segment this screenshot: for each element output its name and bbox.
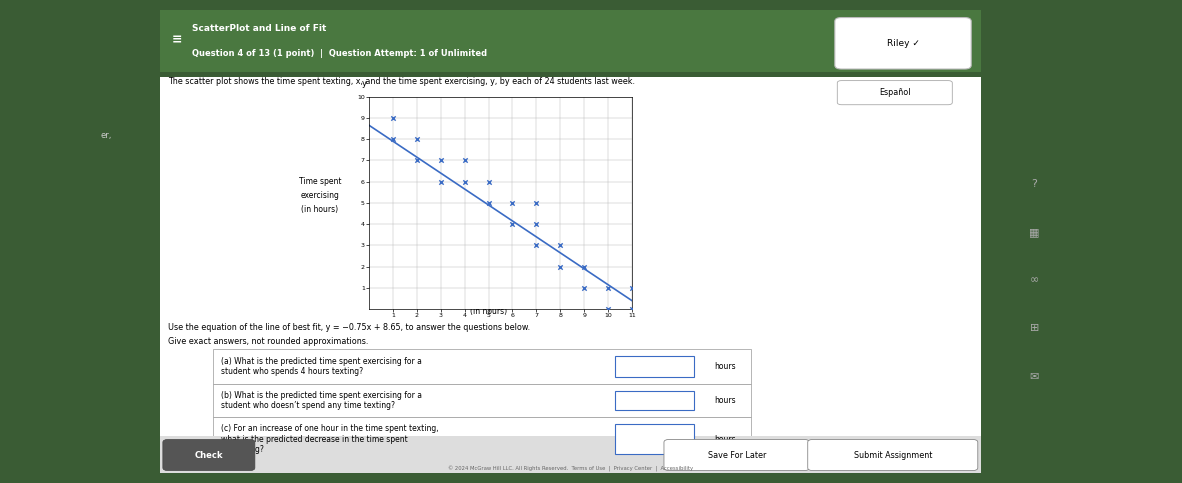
Text: © 2024 McGraw Hill LLC. All Rights Reserved.  Terms of Use  |  Privacy Center  |: © 2024 McGraw Hill LLC. All Rights Reser… bbox=[448, 466, 693, 472]
Text: (a) What is the predicted time spent exercising for a
student who spends 4 hours: (a) What is the predicted time spent exe… bbox=[221, 357, 422, 376]
FancyBboxPatch shape bbox=[807, 440, 978, 470]
Text: ▦: ▦ bbox=[1030, 227, 1039, 237]
Text: Give exact answers, not rounded approximations.: Give exact answers, not rounded approxim… bbox=[168, 337, 368, 346]
Point bbox=[504, 220, 522, 228]
Point bbox=[623, 284, 642, 292]
FancyBboxPatch shape bbox=[616, 391, 694, 410]
Point bbox=[574, 284, 593, 292]
Text: Question 4 of 13 (1 point)  |  Question Attempt: 1 of Unlimited: Question 4 of 13 (1 point) | Question At… bbox=[193, 49, 487, 58]
Text: (c) For an increase of one hour in the time spent texting,
what is the predicted: (c) For an increase of one hour in the t… bbox=[221, 425, 439, 454]
Point bbox=[479, 199, 498, 207]
FancyBboxPatch shape bbox=[837, 81, 953, 105]
Point bbox=[504, 199, 522, 207]
FancyBboxPatch shape bbox=[160, 10, 981, 72]
Point bbox=[574, 263, 593, 270]
FancyBboxPatch shape bbox=[160, 436, 981, 473]
FancyBboxPatch shape bbox=[213, 417, 751, 461]
Text: Check: Check bbox=[195, 451, 223, 460]
Text: y: y bbox=[362, 79, 366, 88]
Text: er,: er, bbox=[100, 131, 112, 140]
Text: ?: ? bbox=[1032, 179, 1037, 188]
Point bbox=[527, 242, 546, 249]
Text: Time spent texting: Time spent texting bbox=[452, 295, 525, 304]
Text: hours: hours bbox=[714, 396, 735, 405]
Text: Time spent: Time spent bbox=[299, 177, 342, 186]
Text: ScatterPlot and Line of Fit: ScatterPlot and Line of Fit bbox=[193, 24, 326, 33]
Point bbox=[623, 305, 642, 313]
Point bbox=[551, 263, 570, 270]
Point bbox=[431, 156, 450, 164]
Point bbox=[479, 178, 498, 185]
Point bbox=[408, 135, 427, 143]
FancyBboxPatch shape bbox=[160, 77, 981, 473]
Text: hours: hours bbox=[714, 362, 735, 371]
Text: (in hours): (in hours) bbox=[301, 204, 338, 213]
FancyBboxPatch shape bbox=[664, 440, 810, 470]
Point bbox=[551, 242, 570, 249]
Text: ≡: ≡ bbox=[171, 33, 182, 46]
Text: (b) What is the predicted time spent exercising for a
student who doesn’t spend : (b) What is the predicted time spent exe… bbox=[221, 391, 422, 410]
Point bbox=[527, 199, 546, 207]
Point bbox=[598, 305, 617, 313]
FancyBboxPatch shape bbox=[213, 349, 751, 384]
Point bbox=[383, 114, 402, 122]
Point bbox=[408, 156, 427, 164]
FancyBboxPatch shape bbox=[163, 440, 255, 470]
Point bbox=[598, 284, 617, 292]
Text: Save For Later: Save For Later bbox=[708, 451, 766, 460]
Text: exercising: exercising bbox=[300, 191, 339, 199]
Point bbox=[527, 220, 546, 228]
Point bbox=[455, 156, 474, 164]
FancyBboxPatch shape bbox=[616, 356, 694, 377]
Point bbox=[383, 135, 402, 143]
Text: ∞: ∞ bbox=[1030, 275, 1039, 285]
Point bbox=[455, 178, 474, 185]
Text: (in hours): (in hours) bbox=[469, 308, 507, 316]
FancyBboxPatch shape bbox=[213, 384, 751, 417]
Text: hours: hours bbox=[714, 435, 735, 444]
Point bbox=[431, 178, 450, 185]
Text: The scatter plot shows the time spent texting, x, and the time spent exercising,: The scatter plot shows the time spent te… bbox=[168, 77, 635, 86]
Text: ⊞: ⊞ bbox=[1030, 324, 1039, 333]
Text: Use the equation of the line of best fit, y = −0.75x + 8.65, to answer the quest: Use the equation of the line of best fit… bbox=[168, 323, 530, 332]
Text: Español: Español bbox=[879, 88, 910, 97]
Text: Submit Assignment: Submit Assignment bbox=[853, 451, 933, 460]
Text: ✉: ✉ bbox=[1030, 372, 1039, 382]
FancyBboxPatch shape bbox=[834, 17, 972, 69]
Text: Riley ✓: Riley ✓ bbox=[886, 39, 920, 48]
FancyBboxPatch shape bbox=[616, 424, 694, 455]
